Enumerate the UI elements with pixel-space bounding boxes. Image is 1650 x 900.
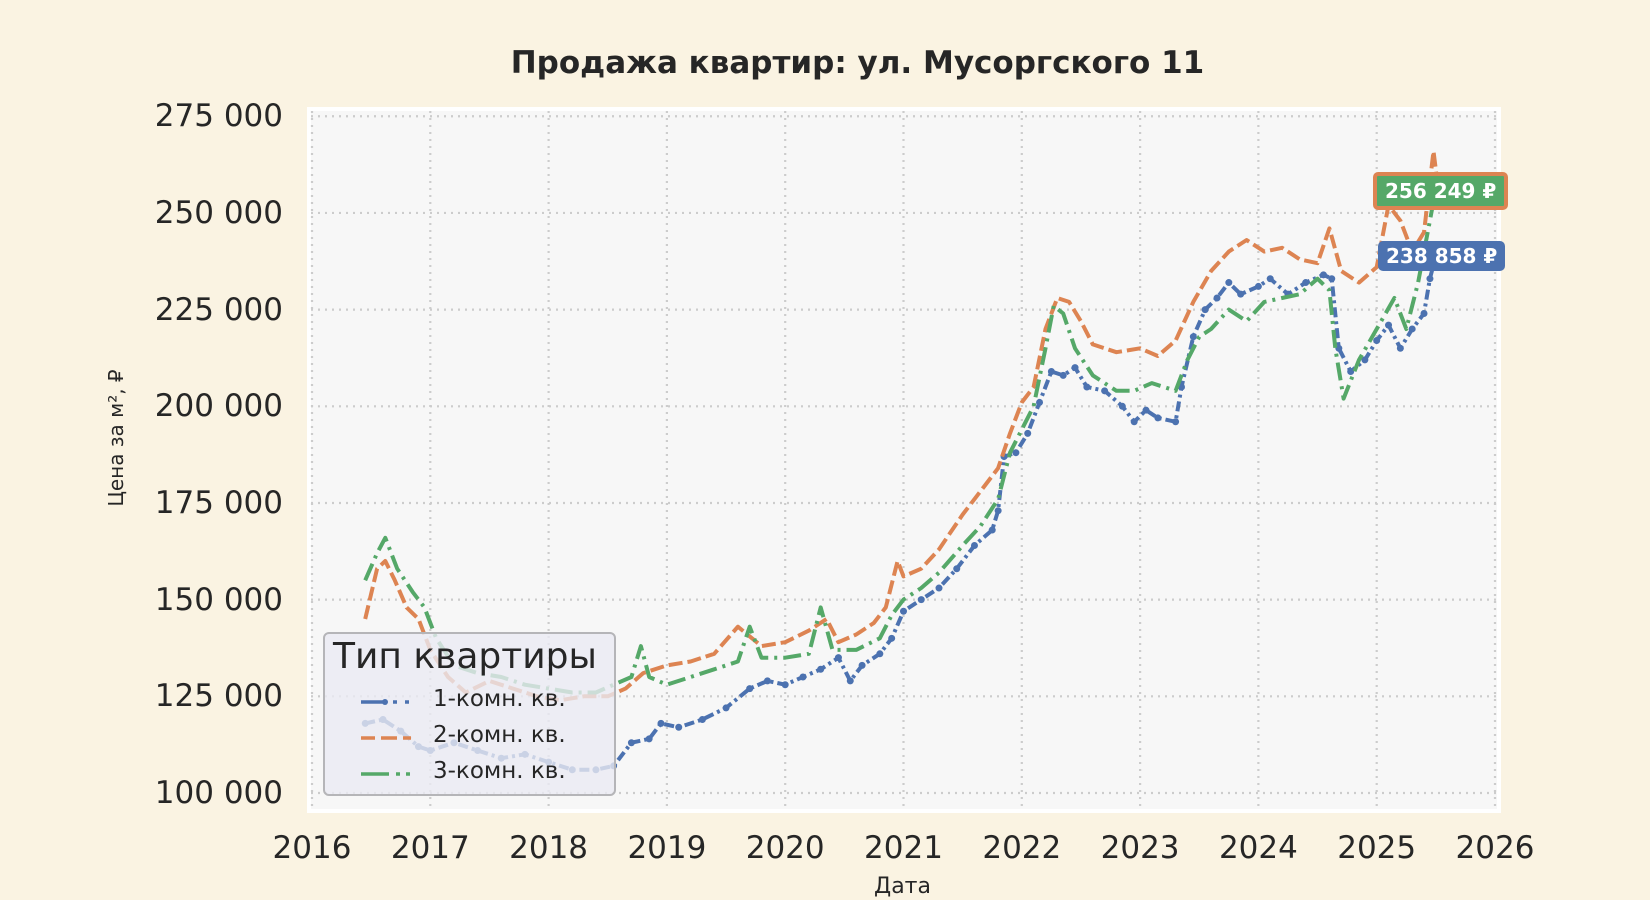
data-point-marker	[1101, 387, 1109, 395]
data-point-marker	[781, 681, 789, 689]
data-point-marker	[988, 526, 996, 534]
data-point-marker	[799, 673, 807, 681]
x-axis-label: Дата	[874, 874, 931, 899]
data-point-marker	[1225, 279, 1233, 287]
x-tick: 2025	[1337, 830, 1417, 866]
data-point-marker	[970, 542, 978, 550]
data-point-marker	[1373, 337, 1381, 345]
y-tick: 250 000	[154, 194, 283, 231]
data-point-marker	[1237, 290, 1245, 298]
data-point-marker	[1328, 275, 1336, 283]
data-point-marker	[888, 634, 896, 642]
data-point-marker	[1047, 367, 1055, 375]
data-point-marker	[1083, 383, 1091, 391]
x-tick: 2023	[1100, 830, 1180, 866]
data-point-marker	[1302, 279, 1310, 287]
x-tick: 2016	[272, 830, 352, 866]
y-tick: 175 000	[154, 484, 283, 521]
data-point-marker	[746, 685, 754, 693]
data-point-marker	[846, 677, 854, 685]
chart-title: Продажа квартир: ул. Мусоргского 11	[510, 45, 1205, 81]
data-point-marker	[1130, 418, 1138, 426]
data-point-marker	[1189, 333, 1197, 341]
series-line-3-room	[363, 188, 1438, 695]
data-point-marker	[1012, 449, 1020, 457]
data-point-marker	[1385, 321, 1393, 329]
data-point-marker	[1266, 275, 1274, 283]
x-tick: 2020	[745, 830, 825, 866]
data-point-marker	[698, 716, 706, 724]
legend-label: 2-комн. кв.	[433, 722, 566, 748]
x-tick: 2017	[390, 830, 470, 866]
data-point-marker	[834, 654, 842, 662]
data-point-marker	[1059, 371, 1067, 379]
data-point-marker	[1426, 275, 1434, 283]
data-point-marker	[645, 735, 653, 743]
data-point-marker	[1142, 406, 1150, 414]
legend-label: 3-комн. кв.	[433, 758, 566, 784]
legend: Тип квартиры 1-комн. кв. 2-комн. кв. 3-к…	[323, 632, 616, 796]
y-tick: 125 000	[154, 678, 283, 715]
data-point-marker	[1024, 429, 1032, 437]
data-point-marker	[1201, 306, 1209, 314]
end-value-label-3-room: 256 249 ₽	[1373, 171, 1509, 210]
data-point-marker	[935, 584, 943, 592]
data-point-marker	[1347, 367, 1355, 375]
y-tick: 200 000	[154, 388, 283, 425]
legend-item-3-room: 3-комн. кв.	[361, 758, 611, 790]
x-tick: 2026	[1455, 830, 1535, 866]
x-tick: 2019	[627, 830, 707, 866]
data-point-marker	[1071, 364, 1079, 372]
data-point-marker	[858, 661, 866, 669]
data-point-marker	[1408, 325, 1416, 333]
x-tick: 2022	[982, 830, 1062, 866]
data-point-marker	[876, 650, 884, 658]
data-point-marker	[1213, 294, 1221, 302]
legend-title: Тип квартиры	[333, 636, 597, 677]
legend-item-2-room: 2-комн. кв.	[361, 722, 611, 754]
y-tick: 225 000	[154, 291, 283, 328]
data-point-marker	[1319, 271, 1327, 279]
dash-dot-line-icon	[361, 772, 410, 776]
end-value-label-1-room: 238 858 ₽	[1378, 241, 1506, 272]
data-point-marker	[1254, 282, 1262, 290]
data-point-marker	[917, 596, 925, 604]
y-tick: 275 000	[154, 98, 283, 135]
data-point-marker	[1154, 414, 1162, 422]
data-point-marker	[722, 704, 730, 712]
data-point-marker	[900, 607, 907, 615]
data-point-marker	[1172, 418, 1180, 426]
data-point-marker	[953, 565, 961, 573]
data-point-marker	[1396, 344, 1404, 352]
data-point-marker	[763, 677, 771, 685]
data-point-marker	[675, 723, 683, 731]
data-point-marker	[1118, 402, 1126, 410]
data-point-marker	[817, 665, 825, 673]
legend-label: 1-комн. кв.	[433, 686, 566, 712]
dash-dot-line-icon	[361, 699, 409, 705]
data-point-marker	[627, 739, 635, 747]
x-tick: 2018	[509, 830, 589, 866]
legend-item-1-room: 1-комн. кв.	[361, 686, 611, 718]
data-point-marker	[1420, 309, 1428, 317]
data-point-marker	[657, 719, 665, 727]
y-tick: 100 000	[154, 775, 283, 811]
data-point-marker	[1036, 398, 1044, 406]
dashed-line-icon	[361, 736, 411, 740]
x-tick: 2021	[864, 830, 943, 866]
data-point-marker	[1361, 356, 1369, 364]
data-point-marker	[994, 507, 1002, 515]
y-tick: 150 000	[154, 581, 283, 618]
x-tick: 2024	[1218, 830, 1298, 866]
